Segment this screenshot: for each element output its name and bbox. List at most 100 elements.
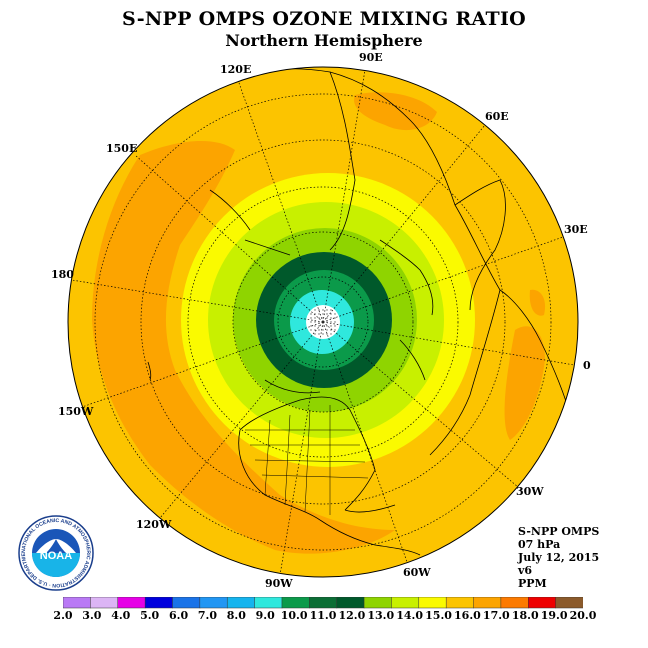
polar-dot bbox=[334, 321, 336, 323]
info-version: v6 bbox=[518, 564, 533, 577]
colorbar-tick-label: 7.0 bbox=[197, 609, 217, 622]
polar-dot bbox=[330, 333, 332, 335]
polar-dot bbox=[326, 313, 328, 315]
lon-label-90w: 90W bbox=[265, 577, 293, 590]
colorbar-tick-label: 15.0 bbox=[425, 609, 452, 622]
colorbar-swatch bbox=[117, 597, 146, 609]
polar-dot bbox=[310, 321, 312, 323]
colorbar-tick-label: 17.0 bbox=[482, 609, 510, 622]
polar-dot bbox=[326, 309, 328, 311]
polar-dot bbox=[314, 321, 316, 323]
colorbar-tick-label: 9.0 bbox=[255, 609, 275, 622]
colorbar-tick-label: 4.0 bbox=[111, 609, 131, 622]
polar-dot bbox=[314, 317, 316, 319]
parallels bbox=[94, 93, 552, 551]
polar-dot bbox=[318, 309, 320, 311]
colorbar-swatch bbox=[199, 597, 228, 609]
polar-dot bbox=[322, 329, 324, 331]
globe-outline bbox=[67, 66, 579, 578]
colorbar-swatch bbox=[336, 597, 365, 609]
colorbar-swatch bbox=[226, 597, 256, 609]
colorbar-swatch bbox=[90, 597, 119, 609]
colorbar-swatch bbox=[363, 597, 392, 609]
polar-dot bbox=[322, 325, 324, 327]
colorbar-tick-label: 16.0 bbox=[454, 609, 481, 622]
lon-label-120w: 120W bbox=[136, 518, 172, 531]
polar-dot bbox=[330, 317, 332, 319]
polar-dot bbox=[310, 329, 312, 331]
colorbar-tick-label: 6.0 bbox=[168, 609, 189, 622]
polar-dot bbox=[334, 313, 336, 315]
polar-dot bbox=[330, 325, 332, 327]
polar-dot bbox=[318, 333, 320, 335]
colorbar-tick-label: 12.0 bbox=[338, 609, 366, 622]
band-16-17-pacific bbox=[92, 140, 395, 554]
colorbar-swatch bbox=[528, 597, 557, 609]
lon-label-150e: 150E bbox=[106, 142, 138, 155]
colorbar-tick-label: 10.0 bbox=[280, 609, 308, 622]
chart-subtitle: Northern Hemisphere bbox=[225, 31, 423, 50]
polar-dot bbox=[314, 329, 316, 331]
colorbar-swatch bbox=[144, 597, 173, 609]
colorbar-swatch bbox=[418, 597, 447, 609]
lon-label-150w: 150W bbox=[58, 405, 94, 418]
meridians bbox=[71, 69, 575, 576]
colorbar-swatch bbox=[254, 597, 283, 609]
polar-dot bbox=[318, 321, 320, 323]
colorbar-swatch bbox=[63, 597, 91, 609]
colorbar-swatch bbox=[309, 597, 338, 609]
noaa-logo: NATIONAL OCEANIC AND ATMOSPHERIC ADMINIS… bbox=[18, 515, 94, 591]
polar-dot bbox=[310, 325, 312, 327]
polar-dot-pattern bbox=[310, 309, 336, 335]
chart-title: S-NPP OMPS OZONE MIXING RATIO bbox=[121, 8, 527, 30]
colorbar-swatch bbox=[473, 597, 502, 609]
polar-dot bbox=[314, 325, 316, 327]
polar-dot bbox=[314, 333, 316, 335]
band-16-17-europe bbox=[529, 289, 546, 316]
noaa-logo-text: NOAA bbox=[40, 550, 72, 562]
polar-dot bbox=[326, 333, 328, 335]
info-units: PPM bbox=[518, 577, 547, 590]
polar-dot bbox=[310, 317, 312, 319]
lon-label-120e: 120E bbox=[220, 63, 252, 76]
band-16-17-asia bbox=[354, 92, 437, 131]
lon-label-0: 0 bbox=[583, 359, 591, 372]
colorbar-tick-label: 18.0 bbox=[511, 609, 539, 622]
colorbar-tick-label: 13.0 bbox=[367, 609, 395, 622]
polar-dot bbox=[330, 309, 332, 311]
lon-label-60e: 60E bbox=[485, 110, 509, 123]
polar-dot bbox=[322, 321, 324, 323]
colorbar-swatch bbox=[500, 597, 529, 609]
colorbar-tick-label: 14.0 bbox=[396, 609, 424, 622]
polar-dot bbox=[318, 317, 320, 319]
info-date: July 12, 2015 bbox=[518, 551, 600, 564]
colorbar-tick-label: 8.0 bbox=[226, 609, 246, 622]
colorbar-tick-label: 2.0 bbox=[53, 609, 73, 622]
info-instrument: S-NPP OMPS bbox=[518, 525, 600, 538]
polar-dot bbox=[318, 313, 320, 315]
colorbar-swatch bbox=[391, 597, 420, 609]
polar-dot bbox=[310, 313, 312, 315]
polar-dot bbox=[330, 313, 332, 315]
lon-label-180: 180 bbox=[51, 268, 74, 281]
colorbar-tick-label: 19.0 bbox=[540, 609, 568, 622]
polar-dot bbox=[322, 309, 324, 311]
polar-dot bbox=[318, 325, 320, 327]
polar-dot bbox=[326, 325, 328, 327]
lon-label-30w: 30W bbox=[516, 485, 544, 498]
lon-label-60w: 60W bbox=[403, 566, 431, 579]
info-pressure: 07 hPa bbox=[518, 538, 561, 551]
colorbar-tick-label: 5.0 bbox=[140, 609, 160, 622]
polar-dot bbox=[322, 317, 324, 319]
colorbar-swatch bbox=[445, 597, 474, 609]
colorbar-tick-label: 20.0 bbox=[569, 609, 597, 622]
colorbar bbox=[63, 597, 583, 609]
polar-dot bbox=[334, 329, 336, 331]
us-state-lines bbox=[245, 405, 369, 515]
polar-dot bbox=[322, 313, 324, 315]
polar-dot bbox=[322, 333, 324, 335]
colorbar-tick-label: 3.0 bbox=[82, 609, 102, 622]
colorbar-swatch bbox=[555, 597, 583, 609]
polar-dot bbox=[330, 329, 332, 331]
